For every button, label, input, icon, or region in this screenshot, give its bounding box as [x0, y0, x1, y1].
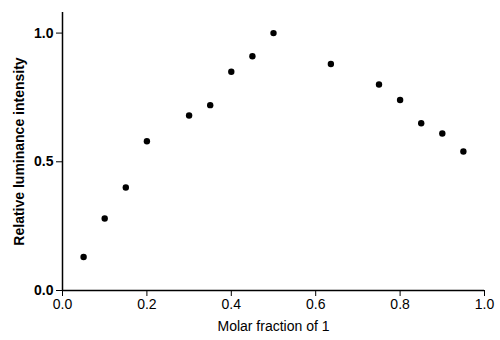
svg-text:0.8: 0.8: [390, 296, 410, 312]
svg-text:Relative luminance intensity: Relative luminance intensity: [11, 57, 27, 245]
svg-text:0.4: 0.4: [222, 296, 242, 312]
svg-text:Molar fraction of 1: Molar fraction of 1: [217, 318, 329, 334]
svg-text:0.5: 0.5: [34, 153, 54, 169]
svg-text:1.0: 1.0: [475, 296, 495, 312]
svg-text:0.0: 0.0: [34, 282, 54, 298]
svg-text:0.0: 0.0: [53, 296, 73, 312]
svg-text:0.6: 0.6: [306, 296, 326, 312]
svg-text:0.2: 0.2: [137, 296, 157, 312]
svg-text:1.0: 1.0: [34, 25, 54, 41]
